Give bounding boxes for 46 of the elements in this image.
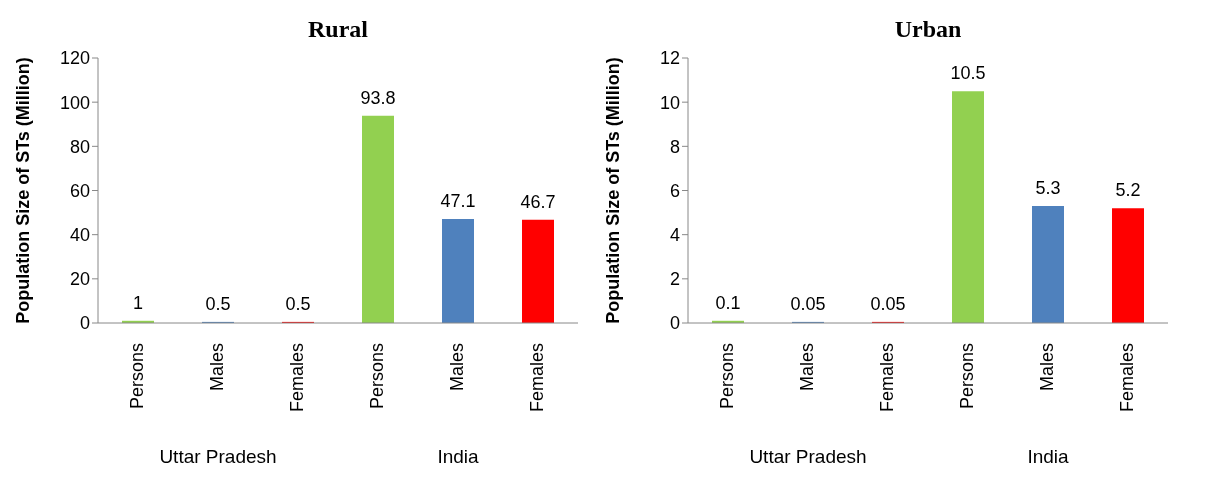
y-tick-label: 120 xyxy=(59,48,90,69)
x-tick-label: Females xyxy=(526,343,547,413)
y-tick-label: 4 xyxy=(669,225,680,246)
x-tick-label: Persons xyxy=(956,343,977,410)
y-tick-label: 0 xyxy=(669,313,680,334)
y-tick-label: 2 xyxy=(669,269,680,290)
y-tick-label: 8 xyxy=(669,136,680,157)
x-tick-label: Females xyxy=(876,343,897,413)
y-tick-label: 40 xyxy=(69,225,90,246)
y-tick-label: 0 xyxy=(79,313,90,334)
chart-title: Urban xyxy=(893,16,963,43)
chart-title: Rural xyxy=(307,16,369,43)
data-label: 1 xyxy=(132,292,144,313)
data-label: 10.5 xyxy=(950,63,986,84)
x-tick-label: Females xyxy=(286,343,307,413)
x-tick-label: Males xyxy=(1036,343,1057,392)
text: India xyxy=(1026,446,1070,468)
x-tick-label: Persons xyxy=(716,343,737,410)
y-tick-label: 10 xyxy=(659,92,680,113)
data-label: 0.5 xyxy=(285,293,311,314)
data-label: 46.7 xyxy=(520,191,556,212)
y-axis-title: Population Size of STs (Million) xyxy=(603,57,624,324)
data-label: 0.1 xyxy=(715,292,741,313)
x-tick-label: Persons xyxy=(126,343,147,410)
x-tick-label: Females xyxy=(1116,343,1137,413)
x-tick-label: Males xyxy=(206,343,227,392)
data-label: 0.05 xyxy=(870,293,906,314)
y-tick-label: 80 xyxy=(69,136,90,157)
data-label: 0.5 xyxy=(205,293,231,314)
y-tick-label: 12 xyxy=(659,48,680,69)
data-label: 0.05 xyxy=(790,293,826,314)
x-tick-label: Males xyxy=(446,343,467,392)
y-tick-label: 100 xyxy=(59,92,90,113)
x-tick-label: Males xyxy=(796,343,817,392)
y-tick-label: 6 xyxy=(669,180,680,201)
text: India xyxy=(436,446,480,468)
data-label: 5.3 xyxy=(1035,177,1061,198)
data-label: 93.8 xyxy=(360,87,396,108)
data-label: 5.2 xyxy=(1115,180,1141,201)
y-tick-label: 60 xyxy=(69,180,90,201)
text: Uttar Pradesh xyxy=(158,446,278,468)
y-tick-label: 20 xyxy=(69,269,90,290)
y-axis-title: Population Size of STs (Million) xyxy=(13,57,34,324)
text: Uttar Pradesh xyxy=(748,446,868,468)
x-tick-label: Persons xyxy=(366,343,387,410)
data-label: 47.1 xyxy=(440,190,476,211)
